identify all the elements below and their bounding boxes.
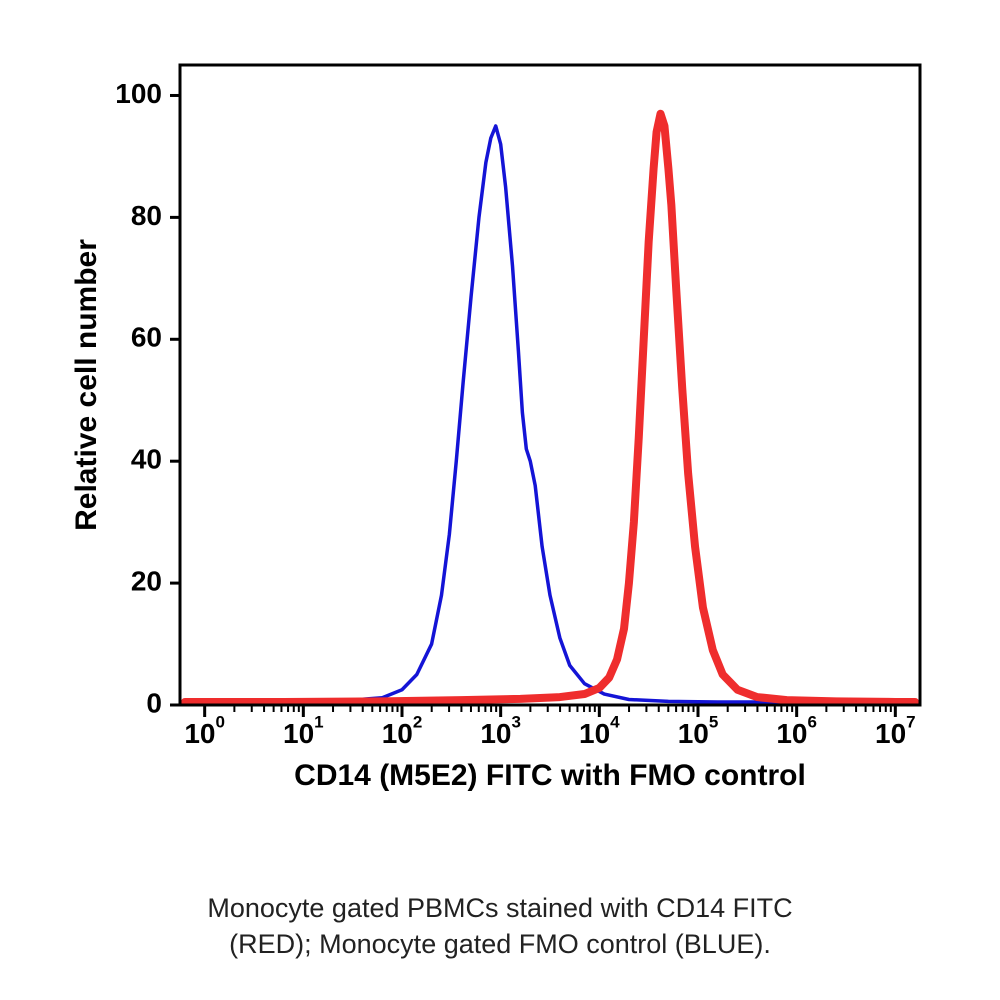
chart-svg: 020406080100Relative cell number10010110… — [60, 45, 940, 825]
svg-text:20: 20 — [131, 565, 162, 596]
y-axis-label: Relative cell number — [70, 239, 103, 531]
flow-cytometry-histogram: 020406080100Relative cell number10010110… — [60, 45, 940, 825]
caption-line-1: Monocyte gated PBMCs stained with CD14 F… — [207, 893, 792, 923]
svg-text:0: 0 — [146, 687, 162, 718]
x-axis-label: CD14 (M5E2) FITC with FMO control — [294, 759, 806, 792]
svg-text:100: 100 — [115, 78, 162, 109]
svg-text:40: 40 — [131, 444, 162, 475]
caption-line-2: (RED); Monocyte gated FMO control (BLUE)… — [229, 929, 771, 959]
svg-text:80: 80 — [131, 200, 162, 231]
svg-text:60: 60 — [131, 322, 162, 353]
figure-caption: Monocyte gated PBMCs stained with CD14 F… — [0, 890, 1000, 963]
